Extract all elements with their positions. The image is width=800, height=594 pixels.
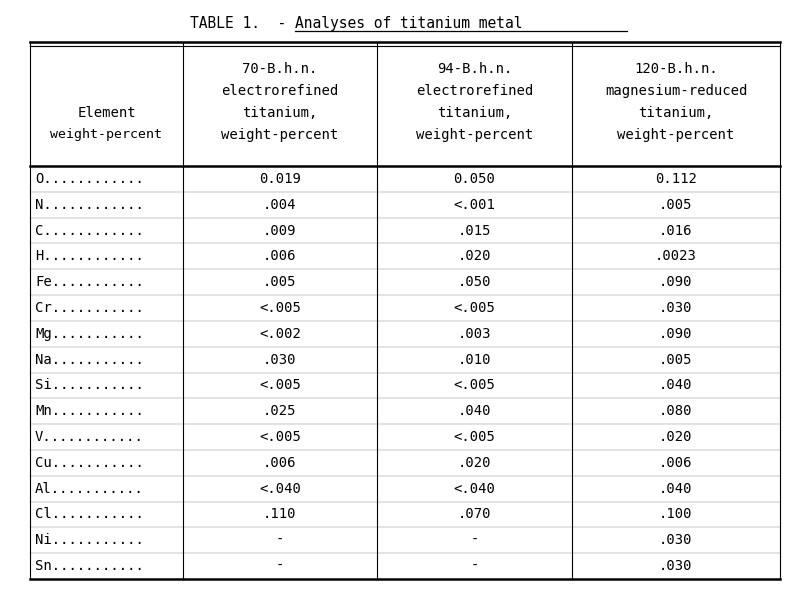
Text: .004: .004 bbox=[263, 198, 297, 211]
Text: <.005: <.005 bbox=[454, 378, 495, 393]
Text: .110: .110 bbox=[263, 507, 297, 522]
Text: N............: N............ bbox=[35, 198, 144, 211]
Text: weight-percent: weight-percent bbox=[416, 128, 533, 142]
Text: <.001: <.001 bbox=[454, 198, 495, 211]
Text: <.040: <.040 bbox=[454, 482, 495, 495]
Text: .030: .030 bbox=[659, 533, 693, 547]
Text: .020: .020 bbox=[458, 456, 491, 470]
Text: Element: Element bbox=[77, 106, 136, 120]
Text: .010: .010 bbox=[458, 353, 491, 366]
Text: .005: .005 bbox=[659, 198, 693, 211]
Text: .015: .015 bbox=[458, 223, 491, 238]
Text: .070: .070 bbox=[458, 507, 491, 522]
Text: Mn...........: Mn........... bbox=[35, 405, 144, 418]
Text: .080: .080 bbox=[659, 405, 693, 418]
Text: Fe...........: Fe........... bbox=[35, 275, 144, 289]
Text: weight-percent: weight-percent bbox=[50, 128, 162, 141]
Text: -: - bbox=[470, 533, 478, 547]
Text: 120-B.h.n.: 120-B.h.n. bbox=[634, 62, 718, 76]
Text: 94-B.h.n.: 94-B.h.n. bbox=[437, 62, 512, 76]
Text: .025: .025 bbox=[263, 405, 297, 418]
Text: magnesium-reduced: magnesium-reduced bbox=[605, 84, 747, 98]
Text: electrorefined: electrorefined bbox=[416, 84, 533, 98]
Text: TABLE 1.  -: TABLE 1. - bbox=[190, 16, 295, 31]
Text: .030: .030 bbox=[263, 353, 297, 366]
Text: 0.112: 0.112 bbox=[655, 172, 697, 186]
Text: weight-percent: weight-percent bbox=[618, 128, 734, 142]
Text: .005: .005 bbox=[263, 275, 297, 289]
Text: -: - bbox=[276, 533, 284, 547]
Text: C............: C............ bbox=[35, 223, 144, 238]
Text: titanium,: titanium, bbox=[242, 106, 318, 120]
Text: .006: .006 bbox=[659, 456, 693, 470]
Text: .040: .040 bbox=[458, 405, 491, 418]
Text: .009: .009 bbox=[263, 223, 297, 238]
Text: Na...........: Na........... bbox=[35, 353, 144, 366]
Text: V............: V............ bbox=[35, 430, 144, 444]
Text: .030: .030 bbox=[659, 559, 693, 573]
Text: .090: .090 bbox=[659, 327, 693, 341]
Text: 0.019: 0.019 bbox=[259, 172, 301, 186]
Text: .020: .020 bbox=[458, 249, 491, 263]
Text: .040: .040 bbox=[659, 378, 693, 393]
Text: .006: .006 bbox=[263, 456, 297, 470]
Text: .016: .016 bbox=[659, 223, 693, 238]
Text: Cu...........: Cu........... bbox=[35, 456, 144, 470]
Text: titanium,: titanium, bbox=[638, 106, 714, 120]
Text: <.005: <.005 bbox=[259, 378, 301, 393]
Text: Si...........: Si........... bbox=[35, 378, 144, 393]
Text: Cl...........: Cl........... bbox=[35, 507, 144, 522]
Text: <.005: <.005 bbox=[259, 430, 301, 444]
Text: 0.050: 0.050 bbox=[454, 172, 495, 186]
Text: -: - bbox=[276, 559, 284, 573]
Text: O............: O............ bbox=[35, 172, 144, 186]
Text: weight-percent: weight-percent bbox=[222, 128, 338, 142]
Text: electrorefined: electrorefined bbox=[222, 84, 338, 98]
Text: Al...........: Al........... bbox=[35, 482, 144, 495]
Text: Cr...........: Cr........... bbox=[35, 301, 144, 315]
Text: Ni...........: Ni........... bbox=[35, 533, 144, 547]
Text: .0023: .0023 bbox=[655, 249, 697, 263]
Text: H............: H............ bbox=[35, 249, 144, 263]
Text: Mg...........: Mg........... bbox=[35, 327, 144, 341]
Text: Sn...........: Sn........... bbox=[35, 559, 144, 573]
Text: .030: .030 bbox=[659, 301, 693, 315]
Text: .003: .003 bbox=[458, 327, 491, 341]
Text: <.005: <.005 bbox=[454, 301, 495, 315]
Text: .050: .050 bbox=[458, 275, 491, 289]
Text: <.005: <.005 bbox=[454, 430, 495, 444]
Text: .020: .020 bbox=[659, 430, 693, 444]
Text: .005: .005 bbox=[659, 353, 693, 366]
Text: <.002: <.002 bbox=[259, 327, 301, 341]
Text: .100: .100 bbox=[659, 507, 693, 522]
Text: 70-B.h.n.: 70-B.h.n. bbox=[242, 62, 318, 76]
Text: <.040: <.040 bbox=[259, 482, 301, 495]
Text: .040: .040 bbox=[659, 482, 693, 495]
Text: .090: .090 bbox=[659, 275, 693, 289]
Text: -: - bbox=[470, 559, 478, 573]
Text: titanium,: titanium, bbox=[437, 106, 512, 120]
Text: Analyses of titanium metal: Analyses of titanium metal bbox=[295, 16, 522, 31]
Text: <.005: <.005 bbox=[259, 301, 301, 315]
Text: .006: .006 bbox=[263, 249, 297, 263]
